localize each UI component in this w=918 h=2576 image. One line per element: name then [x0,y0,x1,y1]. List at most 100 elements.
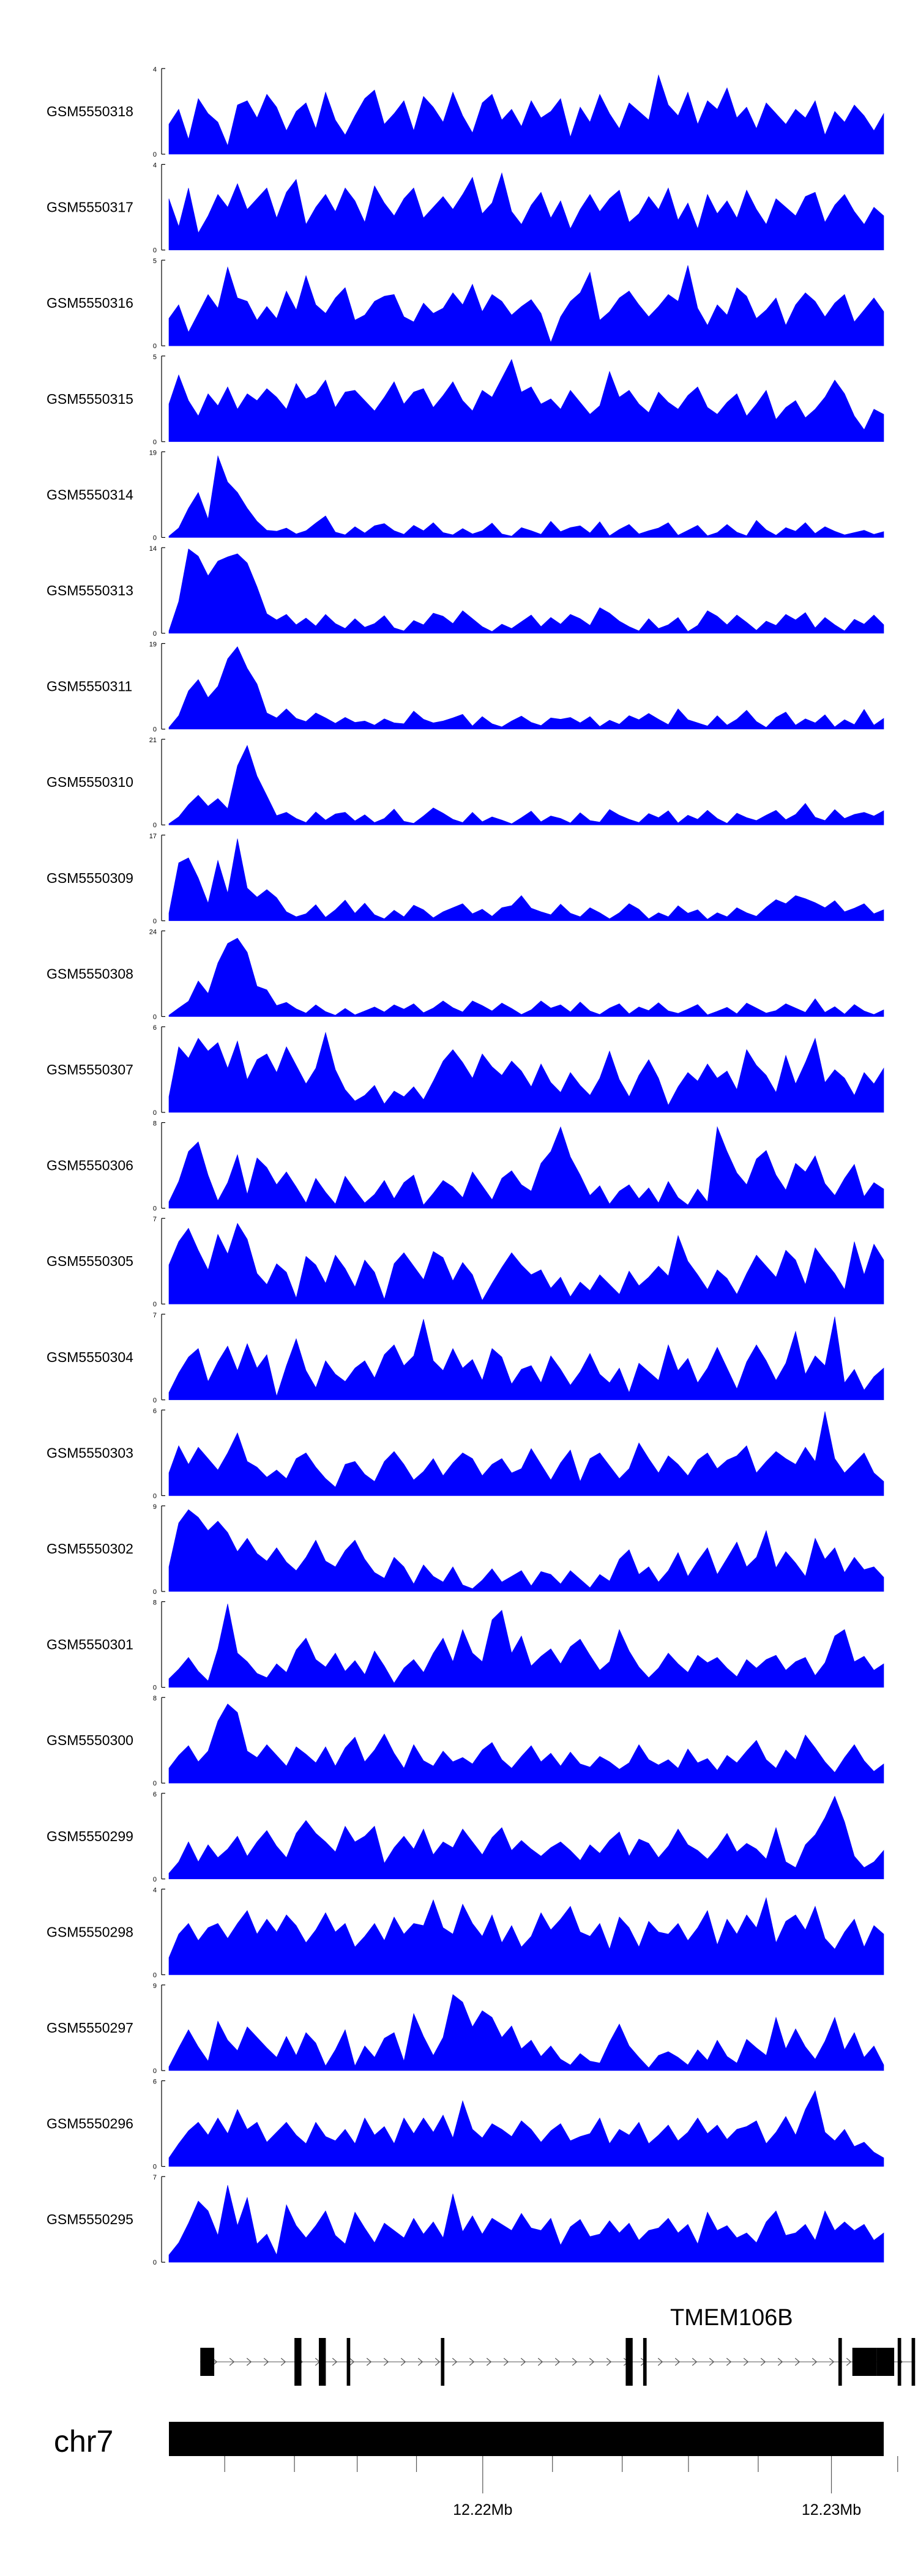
exon [852,2348,877,2376]
coverage-area [168,1316,884,1401]
position-label: 12.23Mb [802,2501,861,2518]
strand-arrow [366,2358,372,2366]
track-GSM5550300: GSM5550300 8 0 [47,1695,884,1787]
track-label: GSM5550299 [47,1828,133,1844]
y-max-label: 6 [153,1407,157,1415]
exon [911,2338,916,2386]
y-min-label: 0 [153,1205,157,1213]
y-max-label: 19 [149,449,157,456]
exon [897,2338,901,2386]
track-GSM5550315: GSM5550315 5 0 [47,354,884,446]
y-min-label: 0 [153,1780,157,1787]
track-label: GSM5550309 [47,870,133,886]
coverage-area [168,1795,884,1880]
exon [346,2338,351,2386]
track-GSM5550305: GSM5550305 7 0 [47,1216,884,1308]
coverage-tracks: GSM555031840GSM555031740GSM555031650GSM5… [47,66,884,2266]
y-min-label: 0 [153,343,157,350]
y-min-label: 0 [153,1588,157,1596]
track-label: GSM5550297 [47,2020,133,2036]
track-label: GSM5550295 [47,2211,133,2227]
y-min-label: 0 [153,1109,157,1117]
exon [441,2338,445,2386]
strand-arrow [229,2358,235,2366]
coverage-area [168,1897,884,1975]
exon [643,2338,647,2386]
y-min-label: 0 [153,1397,157,1404]
track-GSM5550297: GSM5550297 9 0 [47,1982,884,2075]
y-min-label: 0 [153,2068,157,2075]
y-max-label: 19 [149,641,157,649]
strand-arrow [383,2358,389,2366]
track-GSM5550295: GSM5550295 7 0 [47,2174,884,2266]
track-GSM5550309: GSM5550309 17 0 [47,833,884,925]
track-label: GSM5550304 [47,1349,133,1365]
strand-arrow [400,2358,406,2366]
coverage-area [168,1994,884,2071]
track-label: GSM5550308 [47,966,133,981]
track-label: GSM5550307 [47,1062,133,1078]
track-GSM5550310: GSM5550310 21 0 [47,737,884,829]
track-label: GSM5550302 [47,1541,133,1557]
y-max-label: 4 [153,1886,157,1894]
track-GSM5550302: GSM5550302 9 0 [47,1503,884,1596]
coverage-area [168,455,884,538]
y-min-label: 0 [153,247,157,255]
track-GSM5550299: GSM5550299 6 0 [47,1791,884,1883]
coverage-area [168,1509,884,1592]
strand-arrow [692,2358,698,2366]
y-min-label: 0 [153,1876,157,1883]
coverage-area [168,265,884,346]
track-GSM5550298: GSM5550298 4 0 [47,1886,884,1979]
track-label: GSM5550314 [47,486,133,502]
y-min-label: 0 [153,822,157,829]
gene-model-track: TMEM106B [200,2305,916,2386]
strand-arrow [503,2358,509,2366]
coverage-area [168,646,884,729]
track-GSM5550306: GSM5550306 8 0 [47,1120,884,1213]
strand-arrow [349,2358,355,2366]
coverage-area [168,1703,884,1784]
gene-name-label: TMEM106B [670,2305,793,2331]
y-max-label: 7 [153,1216,157,1223]
y-max-label: 6 [153,1791,157,1798]
track-label: GSM5550310 [47,774,133,790]
strand-arrow [486,2358,492,2366]
strand-arrow [280,2358,286,2366]
y-min-label: 0 [153,2164,157,2171]
track-GSM5550304: GSM5550304 7 0 [47,1312,884,1404]
strand-arrow [606,2358,612,2366]
strand-arrow [263,2358,269,2366]
coverage-area [168,1126,884,1208]
track-GSM5550301: GSM5550301 8 0 [47,1599,884,1692]
strand-arrow [829,2358,835,2366]
y-max-label: 7 [153,2174,157,2181]
y-min-label: 0 [153,2259,157,2266]
coverage-area [168,359,884,442]
track-GSM5550316: GSM5550316 5 0 [47,258,884,350]
y-max-label: 24 [149,928,157,936]
track-label: GSM5550301 [47,1637,133,1653]
coverage-area [168,838,884,921]
y-max-label: 6 [153,2079,157,2086]
strand-arrow [777,2358,783,2366]
strand-arrow [417,2358,424,2366]
strand-arrow [674,2358,681,2366]
y-min-label: 0 [153,1684,157,1692]
y-min-label: 0 [153,439,157,446]
strand-arrow [452,2358,458,2366]
coverage-area [168,2090,884,2167]
y-max-label: 21 [149,737,157,744]
coverage-area [168,1032,884,1113]
track-label: GSM5550300 [47,1732,133,1748]
coverage-area [168,745,884,825]
chromosome-label: chr7 [54,2424,113,2459]
y-min-label: 0 [153,918,157,925]
coverage-area [168,1223,884,1305]
y-max-label: 17 [149,833,157,840]
track-GSM5550307: GSM5550307 6 0 [47,1024,884,1117]
exon [294,2338,302,2386]
y-min-label: 0 [153,151,157,158]
track-GSM5550296: GSM5550296 6 0 [47,2079,884,2171]
strand-arrow [760,2358,766,2366]
